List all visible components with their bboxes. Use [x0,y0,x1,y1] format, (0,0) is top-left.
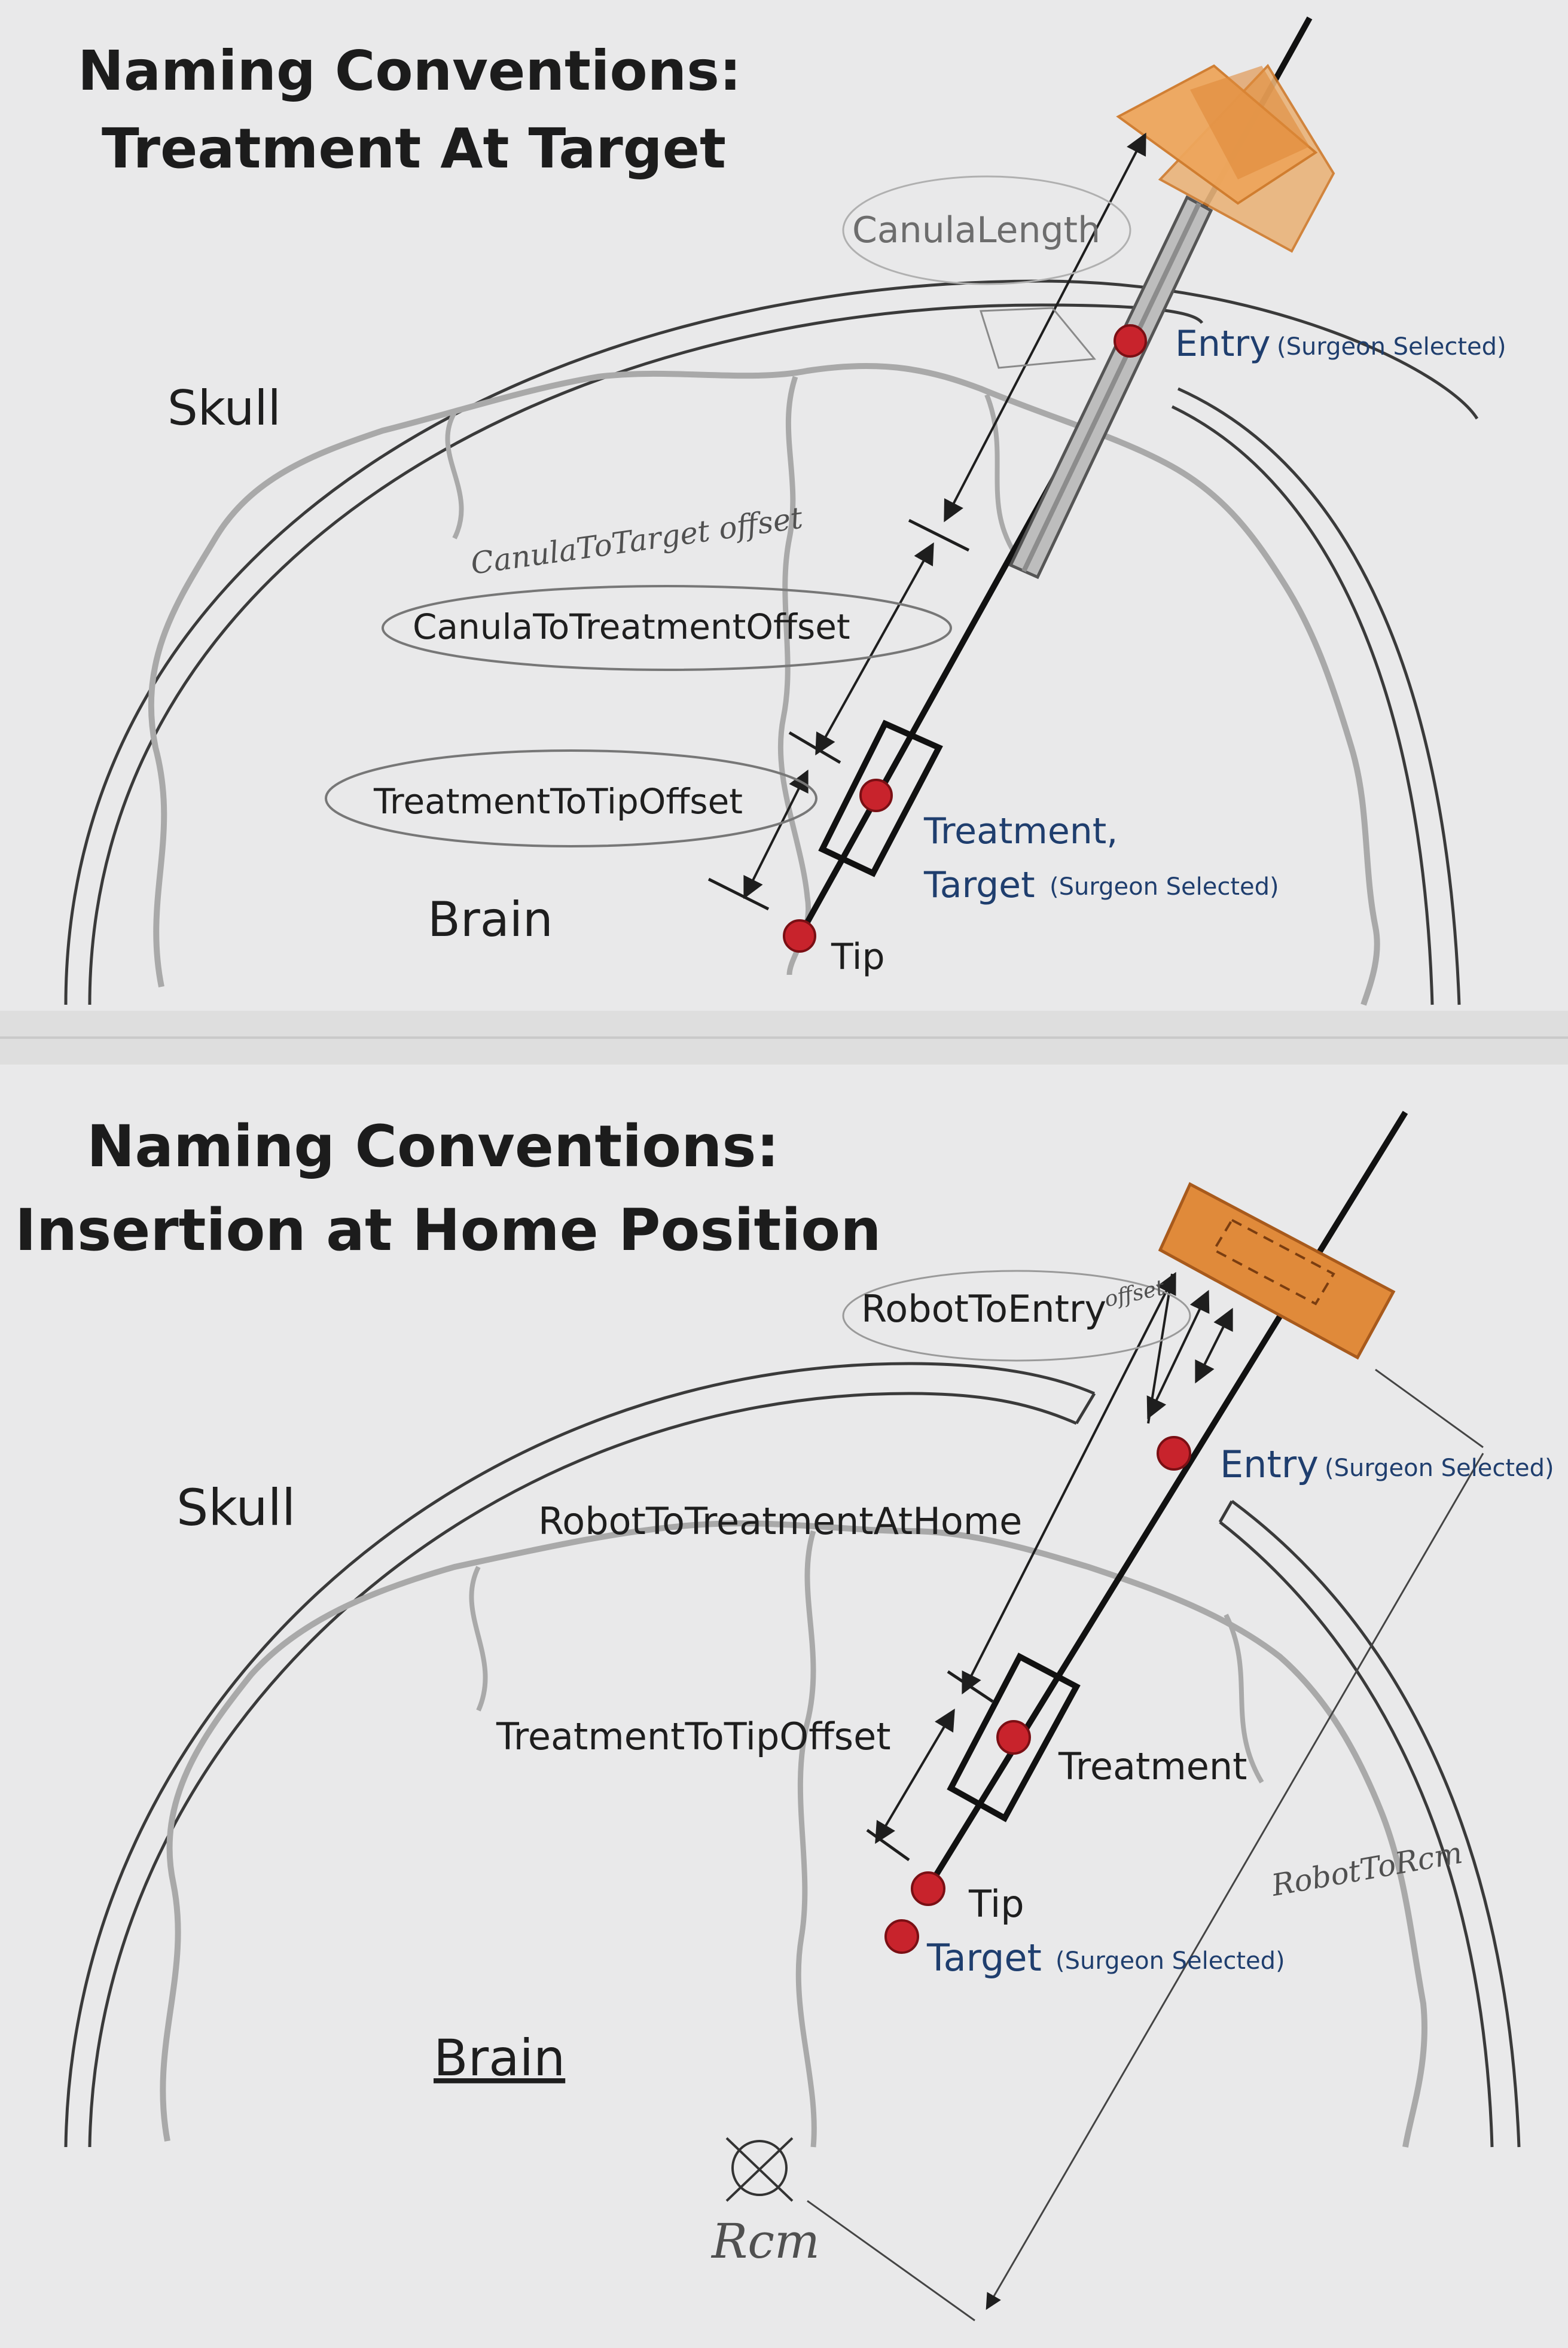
top-canula-to-treatment-label: CanulaToTreatmentOffset [413,606,850,647]
bottom-brain-sulcus-2 [1224,1614,1264,1784]
bottom-brain-sulcus [469,1566,488,1712]
bottom-robot-to-treatment-label: RobotToTreatmentAtHome [538,1499,1022,1543]
bottom-target-note: (Surgeon Selected) [1055,1947,1285,1975]
top-brain-fissure [777,376,811,975]
top-tick-2 [788,731,841,764]
top-treatment-to-tip-label: TreatmentToTipOffset [373,781,743,822]
bottom-robot-to-rcm-handwritten: RobotToRcm [1268,1835,1465,1903]
bottom-title-line2: Insertion at Home Position [15,1197,881,1264]
bottom-rcm-symbol [731,2140,788,2196]
top-tick-3 [707,877,770,911]
top-target-note: (Surgeon Selected) [1050,873,1279,901]
bottom-robot-block [1158,1182,1396,1360]
top-title-line2: Treatment At Target [102,117,726,181]
top-tick-1 [908,519,970,552]
top-treatment-marker [859,779,893,812]
top-target-label: Target [923,864,1035,906]
bottom-skull-right-inner-arc [1219,1521,1494,2148]
top-canula-core [1021,202,1201,572]
top-canula-to-target-handwritten: CanulaToTarget offset [469,500,806,581]
bottom-skull-right-arc [1231,1499,1521,2148]
bottom-treatment-to-tip-label: TreatmentToTipOffset [496,1715,891,1758]
bottom-entry-note: (Surgeon Selected) [1325,1454,1554,1482]
bottom-entry-label: Entry [1220,1443,1319,1486]
top-brain-outline [148,362,1380,1006]
top-entry-marker [1114,324,1147,358]
bottom-target-label: Target [926,1936,1042,1980]
top-canula-to-treatment-bubble [382,585,952,671]
bottom-robot-to-treatment-dimension [962,1271,1176,1695]
bottom-brain-label: Brain [434,2029,565,2087]
bottom-brain-fissure [795,1530,817,2148]
bottom-tip-label: Tip [968,1882,1024,1926]
top-canula-length-label: CanulaLength [852,209,1100,251]
bottom-robot-to-rcm-line-2 [986,1453,1484,2310]
bottom-tip-marker [911,1871,945,1906]
top-canula-to-treatment-dimension [815,542,934,756]
bottom-skull-label: Skull [176,1478,295,1537]
bottom-tick-1 [947,1670,994,1703]
bottom-robot-to-rcm-line-1 [1375,1368,1484,1449]
bottom-treatment-marker [996,1720,1031,1755]
bottom-rcm-handwritten: Rcm [710,2213,820,2269]
bottom-skull-cut [1075,1392,1096,1425]
bottom-treatment-label: Treatment [1058,1745,1247,1788]
top-canula-length-dimension [944,132,1146,523]
top-entry-label: Entry [1175,323,1271,365]
top-skull-cut-box [979,307,1096,369]
top-entry-note: (Surgeon Selected) [1277,333,1506,361]
top-treatment-to-tip-bubble [325,749,817,847]
bottom-robot-block-dashed-insert [1212,1218,1335,1306]
bottom-rcm-cross-2 [725,2137,794,2202]
top-skull-right-inner-arc [1171,405,1434,1005]
bottom-robot-to-rcm-line-3 [807,2200,975,2322]
top-tip-label: Tip [831,936,885,978]
bottom-title-line1: Naming Conventions: [87,1113,779,1180]
top-skull-right-arc [1177,387,1461,1005]
bottom-tick-2 [866,1828,910,1862]
top-canula-length-bubble [842,175,1131,285]
top-panel: Naming Conventions: Treatment At Target … [64,16,1506,1006]
bottom-robot-to-entry-label: RobotToEntry [861,1287,1106,1331]
bottom-treatment-to-tip-dimension [875,1708,955,1844]
top-title-line1: Naming Conventions: [78,39,742,103]
top-brain-sulcus-2 [984,394,1019,558]
bottom-robot-to-entry-bubble [842,1270,1191,1362]
top-treatment-label: Treatment, [923,810,1118,852]
bottom-panel: Naming Conventions: Insertion at Home Po… [15,1111,1554,2322]
top-brain-label: Brain [428,892,553,947]
bottom-target-marker [884,1919,919,1954]
top-tip-marker [783,919,816,953]
top-treatment-to-tip-dimension [743,769,809,899]
top-skull-label: Skull [167,380,281,436]
bottom-skull-right-cut [1218,1500,1234,1523]
bottom-entry-marker [1157,1436,1191,1471]
bottom-robot-to-entry-dimension-3 [1195,1307,1233,1384]
top-brain-sulcus [445,411,464,539]
bottom-brain-outline [160,1520,1427,2148]
top-robot-block-overlap [1190,66,1310,179]
